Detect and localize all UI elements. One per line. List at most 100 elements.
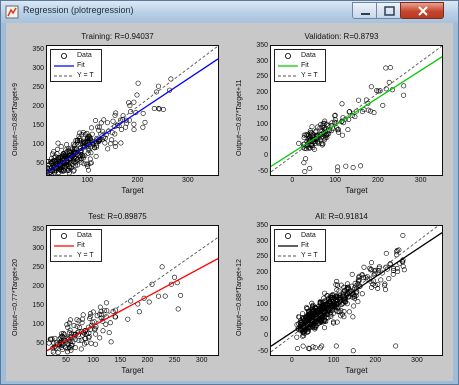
data-point [156,106,162,112]
data-point [60,347,66,353]
data-point [101,308,107,314]
data-point [322,290,328,296]
data-point [112,140,118,146]
data-point [306,346,312,352]
data-point [70,339,76,345]
data-point [127,103,133,109]
data-point [85,167,91,173]
legend-symbol [278,72,298,80]
data-point [368,266,374,272]
data-point [85,161,91,167]
data-point [106,330,112,336]
data-point [103,300,109,306]
y-axis-label: Output~=0.77*Target+20 [12,258,19,336]
minimize-button[interactable] [352,2,377,19]
fit-line [47,58,218,174]
data-point [309,124,315,130]
x-tick-label: 50 [62,357,70,364]
data-point [311,146,317,152]
data-point [336,129,342,135]
data-point [338,313,344,319]
data-point [112,112,118,118]
legend-entry-fit: Fit [275,61,325,71]
data-point [88,340,94,346]
data-point [68,347,74,353]
data-point [350,348,356,354]
data-point [67,164,73,170]
data-point [61,153,67,159]
y-tick-label: 50 [260,316,268,324]
data-point [160,106,166,112]
data-point [331,119,337,125]
scatter-svg [271,226,442,354]
data-point [135,80,141,86]
data-point [329,296,335,302]
data-point [64,322,70,328]
ideal-line [271,226,439,353]
data-point [89,131,95,137]
data-point [85,150,91,156]
plot-title: Training: R=0.94037 [81,32,154,41]
data-point [86,334,92,340]
data-point [102,140,108,146]
data-point [351,303,357,309]
data-point [88,125,94,131]
data-point [87,311,93,317]
legend-symbol [278,62,298,70]
y-axis-label: Output~=0.87*Target+11 [236,79,243,156]
y-tick-label: 350 [32,45,44,53]
y-tick-label: 100 [32,320,44,328]
close-button[interactable] [400,2,444,19]
data-point [383,250,389,256]
data-point [142,119,148,125]
data-point [365,276,371,282]
plot-axes[interactable]: Data Fit Y = T [46,225,219,356]
y-tick-label: 350 [32,225,44,233]
y-tick-label: 50 [36,339,44,347]
data-point [68,165,74,171]
data-point [128,109,134,115]
data-point [309,306,315,312]
data-point [340,132,346,138]
y-tick-label: 50 [36,159,44,167]
y-tick-label: 350 [256,42,268,49]
data-point [86,330,92,336]
maximize-button[interactable] [376,2,401,19]
title-bar[interactable]: Regression (plotregression) [1,1,458,23]
data-point [361,264,367,270]
data-point [76,338,82,344]
data-point [330,320,336,326]
maximize-icon [384,6,395,16]
data-point [131,121,137,127]
data-point [68,145,74,151]
data-point [334,125,340,131]
legend-symbol [54,62,74,70]
data-point [154,89,160,95]
plot-axes[interactable]: Data Fit Y = T [270,225,443,356]
data-point [50,159,56,165]
data-point [61,330,67,336]
y-tick-label: 300 [32,244,44,252]
panel-test: Test: R=0.89875 Data Fit Y = T 350 300 250 200 1… [6,203,229,382]
data-point [64,160,70,166]
data-point [321,325,327,331]
x-tick-label: 0 [289,357,294,364]
close-icon [418,6,428,16]
data-point [71,323,77,329]
plot-axes[interactable]: Data Fit Y = T [270,45,443,176]
y-tick-label: 200 [32,282,44,290]
data-point [375,268,381,274]
data-point [108,137,114,143]
data-point [400,233,406,239]
data-point [175,306,181,312]
data-point [375,281,381,287]
data-point [110,309,116,315]
data-point [343,163,349,169]
data-point [333,343,339,349]
data-point [108,339,114,345]
data-point [394,252,400,258]
data-point [172,274,178,280]
data-point [81,139,87,145]
plot-axes[interactable]: Data Fit Y = T [46,45,219,176]
data-point [134,92,140,98]
